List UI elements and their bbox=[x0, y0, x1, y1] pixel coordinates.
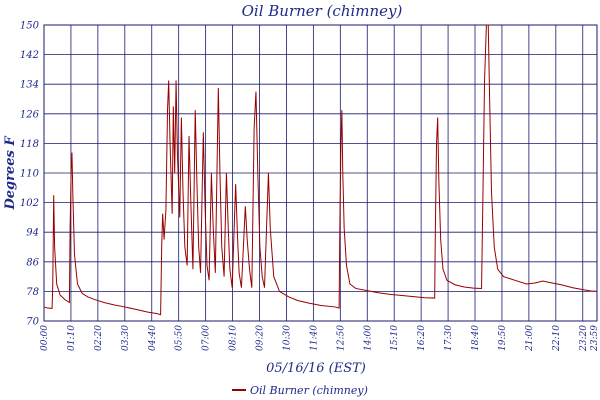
x-tick-label: 01:10 bbox=[67, 325, 77, 351]
plot-frame bbox=[43, 24, 598, 322]
x-tick-label: 00:00 bbox=[40, 325, 50, 351]
x-tick-label: 21:00 bbox=[525, 325, 535, 352]
y-tick-label: 142 bbox=[20, 50, 39, 61]
x-tick-label: 05:50 bbox=[175, 325, 185, 351]
x-tick-label: 12:50 bbox=[336, 325, 346, 351]
x-tick-label: 10:30 bbox=[282, 325, 292, 351]
x-tick-label: 14:00 bbox=[363, 325, 373, 351]
legend-label: Oil Burner (chimney) bbox=[250, 384, 368, 397]
legend: Oil Burner (chimney) bbox=[232, 384, 368, 397]
y-tick-label: 78 bbox=[26, 287, 39, 298]
x-tick-label: 23:20 bbox=[579, 325, 589, 352]
y-tick-label: 86 bbox=[26, 257, 39, 268]
x-tick-label: 15:10 bbox=[390, 325, 400, 351]
y-tick-labels: 70 78 86 94 102 110 118 126 134 142 150 bbox=[20, 21, 40, 328]
x-tick-label: 16:20 bbox=[417, 325, 427, 351]
x-tick-label: 19:50 bbox=[498, 325, 508, 351]
y-tick-label: 150 bbox=[20, 21, 40, 32]
x-tick-label: 17:30 bbox=[444, 325, 454, 351]
chart-title: Oil Burner (chimney) bbox=[242, 2, 403, 20]
y-tick-label: 126 bbox=[20, 109, 40, 120]
x-tick-label: 08:10 bbox=[229, 325, 239, 351]
x-tick-label: 09:20 bbox=[256, 325, 266, 351]
y-tick-label: 70 bbox=[26, 317, 39, 328]
x-axis-label: 05/16/16 (EST) bbox=[266, 361, 366, 376]
gridlines bbox=[44, 25, 597, 321]
x-tick-label: 23:59 bbox=[590, 325, 600, 352]
x-tick-label: 04:40 bbox=[148, 325, 158, 351]
y-axis-label: Degrees F bbox=[3, 136, 18, 211]
x-tick-label: 02:20 bbox=[94, 325, 104, 351]
y-tick-label: 94 bbox=[26, 228, 39, 239]
x-tick-label: 22:10 bbox=[552, 325, 562, 352]
y-tick-label: 102 bbox=[20, 198, 39, 209]
y-tick-label: 110 bbox=[20, 169, 40, 180]
series-group bbox=[43, 24, 598, 316]
y-tick-label: 118 bbox=[20, 139, 39, 150]
series-line bbox=[43, 24, 598, 316]
y-tick-label: 134 bbox=[20, 80, 39, 91]
x-tick-label: 07:00 bbox=[202, 325, 212, 351]
x-tick-label: 11:40 bbox=[309, 325, 319, 351]
x-tick-label: 03:30 bbox=[121, 325, 131, 351]
x-tick-labels: 00:00 01:10 02:20 03:30 04:40 05:50 07:00 08:10… bbox=[40, 325, 600, 352]
x-tick-label: 18:40 bbox=[471, 325, 481, 351]
